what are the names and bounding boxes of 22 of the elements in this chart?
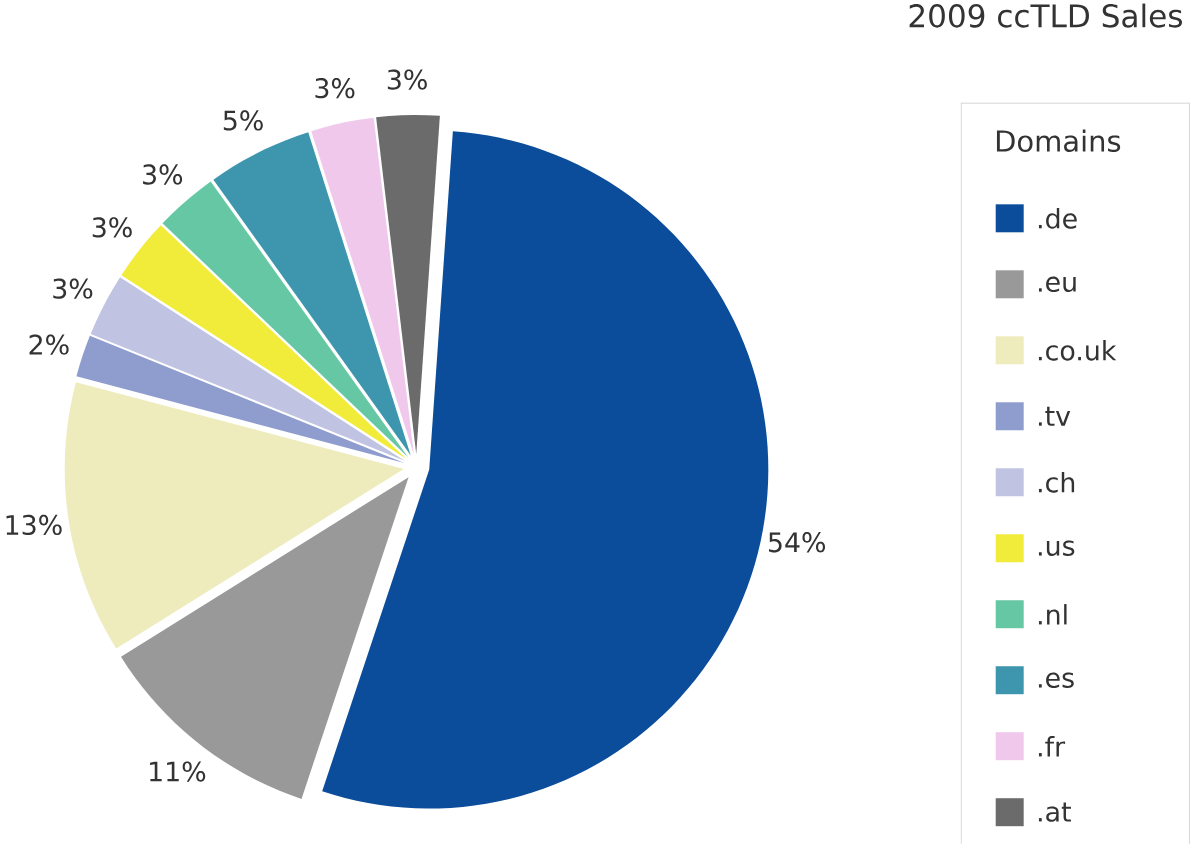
chart-title: 2009 ccTLD Sales [909,3,1182,28]
legend-label: .fr [1038,735,1066,757]
legend-label: .es [1038,672,1074,688]
legend-title: Domains [996,129,1121,152]
data-label: 5% [223,110,263,131]
legend-label: .at [1038,802,1071,822]
data-label: 11% [150,761,206,782]
data-label: 13% [6,514,62,535]
legend-label: .ch [1038,471,1075,493]
legend-label: .co.uk [1038,339,1117,361]
data-label: 2% [29,334,69,355]
legend-label: .eu [1038,276,1076,292]
data-label: 3% [143,164,183,185]
data-label: 3% [387,69,427,90]
data-label: 3% [315,77,355,99]
data-label: 3% [92,217,132,238]
data-label: 3% [53,278,93,299]
legend-label: .tv [1038,406,1071,426]
legend-label: .nl [1038,603,1067,625]
legend-label: .de [1038,207,1077,229]
data-label: 54% [768,531,826,553]
legend-label: .us [1038,540,1075,556]
